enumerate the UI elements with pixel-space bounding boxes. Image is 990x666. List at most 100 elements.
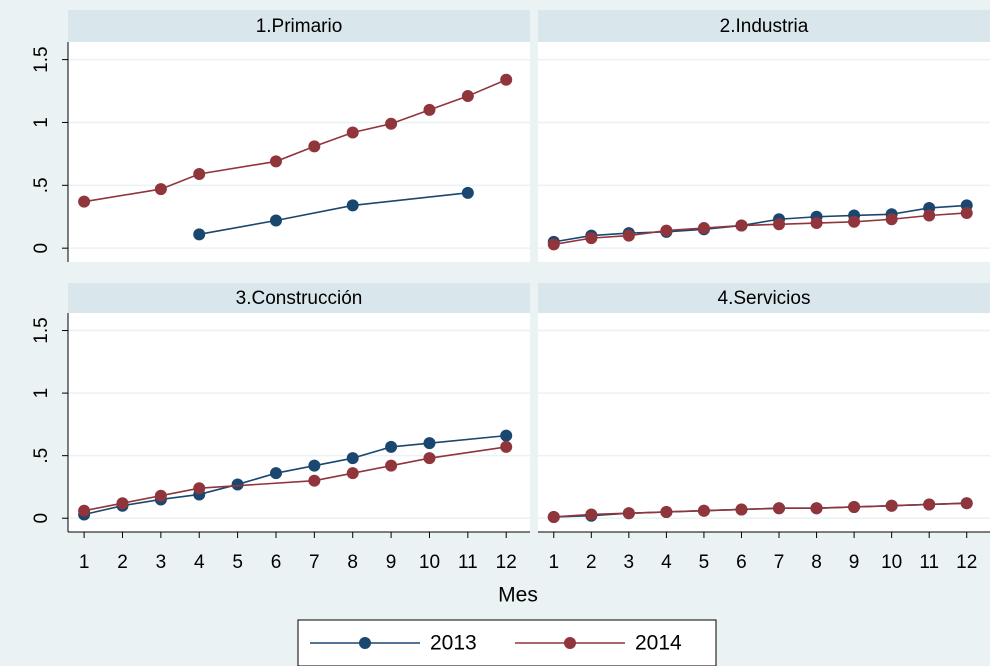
panel-header (538, 283, 990, 313)
x-tick-label: 4 (194, 552, 205, 573)
marker (231, 478, 244, 491)
plot-area (68, 313, 530, 532)
line (199, 192, 468, 236)
line (553, 204, 967, 243)
panel-header (538, 10, 990, 42)
x-tick-label: 10 (881, 552, 902, 573)
marker (385, 117, 398, 130)
marker (269, 155, 282, 168)
marker (461, 186, 474, 199)
marker (960, 497, 973, 510)
plot-area (538, 313, 990, 532)
x-tick-label: 7 (309, 552, 320, 573)
marker (848, 215, 861, 228)
panel-title: 2.Industria (720, 16, 809, 37)
y-tick-label: 1 (31, 117, 52, 128)
marker (923, 498, 936, 511)
x-axis-label: Mes (498, 584, 538, 607)
x-tick-label: 1 (79, 552, 90, 573)
marker (269, 214, 282, 227)
marker (885, 213, 898, 226)
y-tick-label: 1.5 (31, 46, 52, 72)
marker (116, 497, 129, 510)
legend-marker (359, 637, 371, 649)
marker (660, 224, 673, 237)
x-tick-label: 12 (496, 552, 517, 573)
marker (346, 199, 359, 212)
marker (885, 499, 898, 512)
marker (810, 217, 823, 230)
panel-title: 3.Construcción (236, 288, 363, 309)
panel-title: 4.Servicios (718, 288, 811, 309)
marker (660, 505, 673, 518)
panel-title: 1.Primario (256, 16, 343, 37)
line (553, 212, 967, 246)
marker (735, 219, 748, 232)
marker (385, 459, 398, 472)
marker (308, 140, 321, 153)
y-tick-label: 1.5 (31, 317, 52, 343)
line (553, 502, 967, 518)
marker (848, 500, 861, 513)
x-tick-label: 12 (956, 552, 977, 573)
legend-label: 2014 (635, 632, 682, 655)
x-tick-label: 9 (386, 552, 397, 573)
line (83, 78, 507, 203)
plot-area (538, 42, 990, 262)
y-tick-label: 1 (31, 388, 52, 399)
marker (697, 504, 710, 517)
marker (346, 467, 359, 480)
x-tick-label: 7 (774, 552, 785, 573)
marker (461, 90, 474, 103)
marker (423, 103, 436, 116)
marker (193, 482, 206, 495)
marker (810, 502, 823, 515)
marker (960, 206, 973, 219)
legend-label: 2013 (430, 632, 477, 655)
y-tick-label: .5 (31, 448, 52, 464)
x-tick-label: 8 (811, 552, 822, 573)
x-tick-label: 1 (548, 552, 559, 573)
marker (547, 510, 560, 523)
marker (500, 73, 513, 86)
x-tick-label: 4 (661, 552, 672, 573)
marker (308, 474, 321, 487)
y-tick-label: .5 (31, 177, 52, 193)
marker (423, 437, 436, 450)
marker (500, 429, 513, 442)
marker (773, 502, 786, 515)
marker (154, 183, 167, 196)
y-tick-label: 0 (31, 513, 52, 524)
marker (735, 503, 748, 516)
x-tick-label: 10 (419, 552, 440, 573)
marker (193, 168, 206, 180)
x-tick-label: 3 (624, 552, 635, 573)
panel-header (68, 10, 530, 42)
marker (773, 218, 786, 231)
marker (193, 228, 206, 241)
marker (154, 489, 167, 502)
marker (697, 222, 710, 235)
x-tick-label: 6 (271, 552, 282, 573)
x-tick-label: 2 (117, 552, 128, 573)
marker (385, 440, 398, 453)
marker (346, 126, 359, 139)
marker (78, 195, 91, 208)
marker (622, 507, 635, 520)
x-tick-label: 6 (736, 552, 747, 573)
x-tick-label: 2 (586, 552, 597, 573)
marker (547, 238, 560, 251)
x-tick-label: 5 (232, 552, 243, 573)
x-tick-label: 5 (699, 552, 710, 573)
x-tick-label: 3 (156, 552, 167, 573)
x-tick-label: 11 (919, 552, 939, 573)
legend-marker (564, 637, 576, 649)
marker (500, 440, 513, 453)
marker (923, 209, 936, 222)
marker (622, 229, 635, 242)
x-tick-label: 11 (458, 552, 478, 573)
panel-header (68, 283, 530, 313)
y-tick-label: 0 (31, 243, 52, 254)
marker (308, 459, 321, 472)
marker (585, 232, 598, 245)
